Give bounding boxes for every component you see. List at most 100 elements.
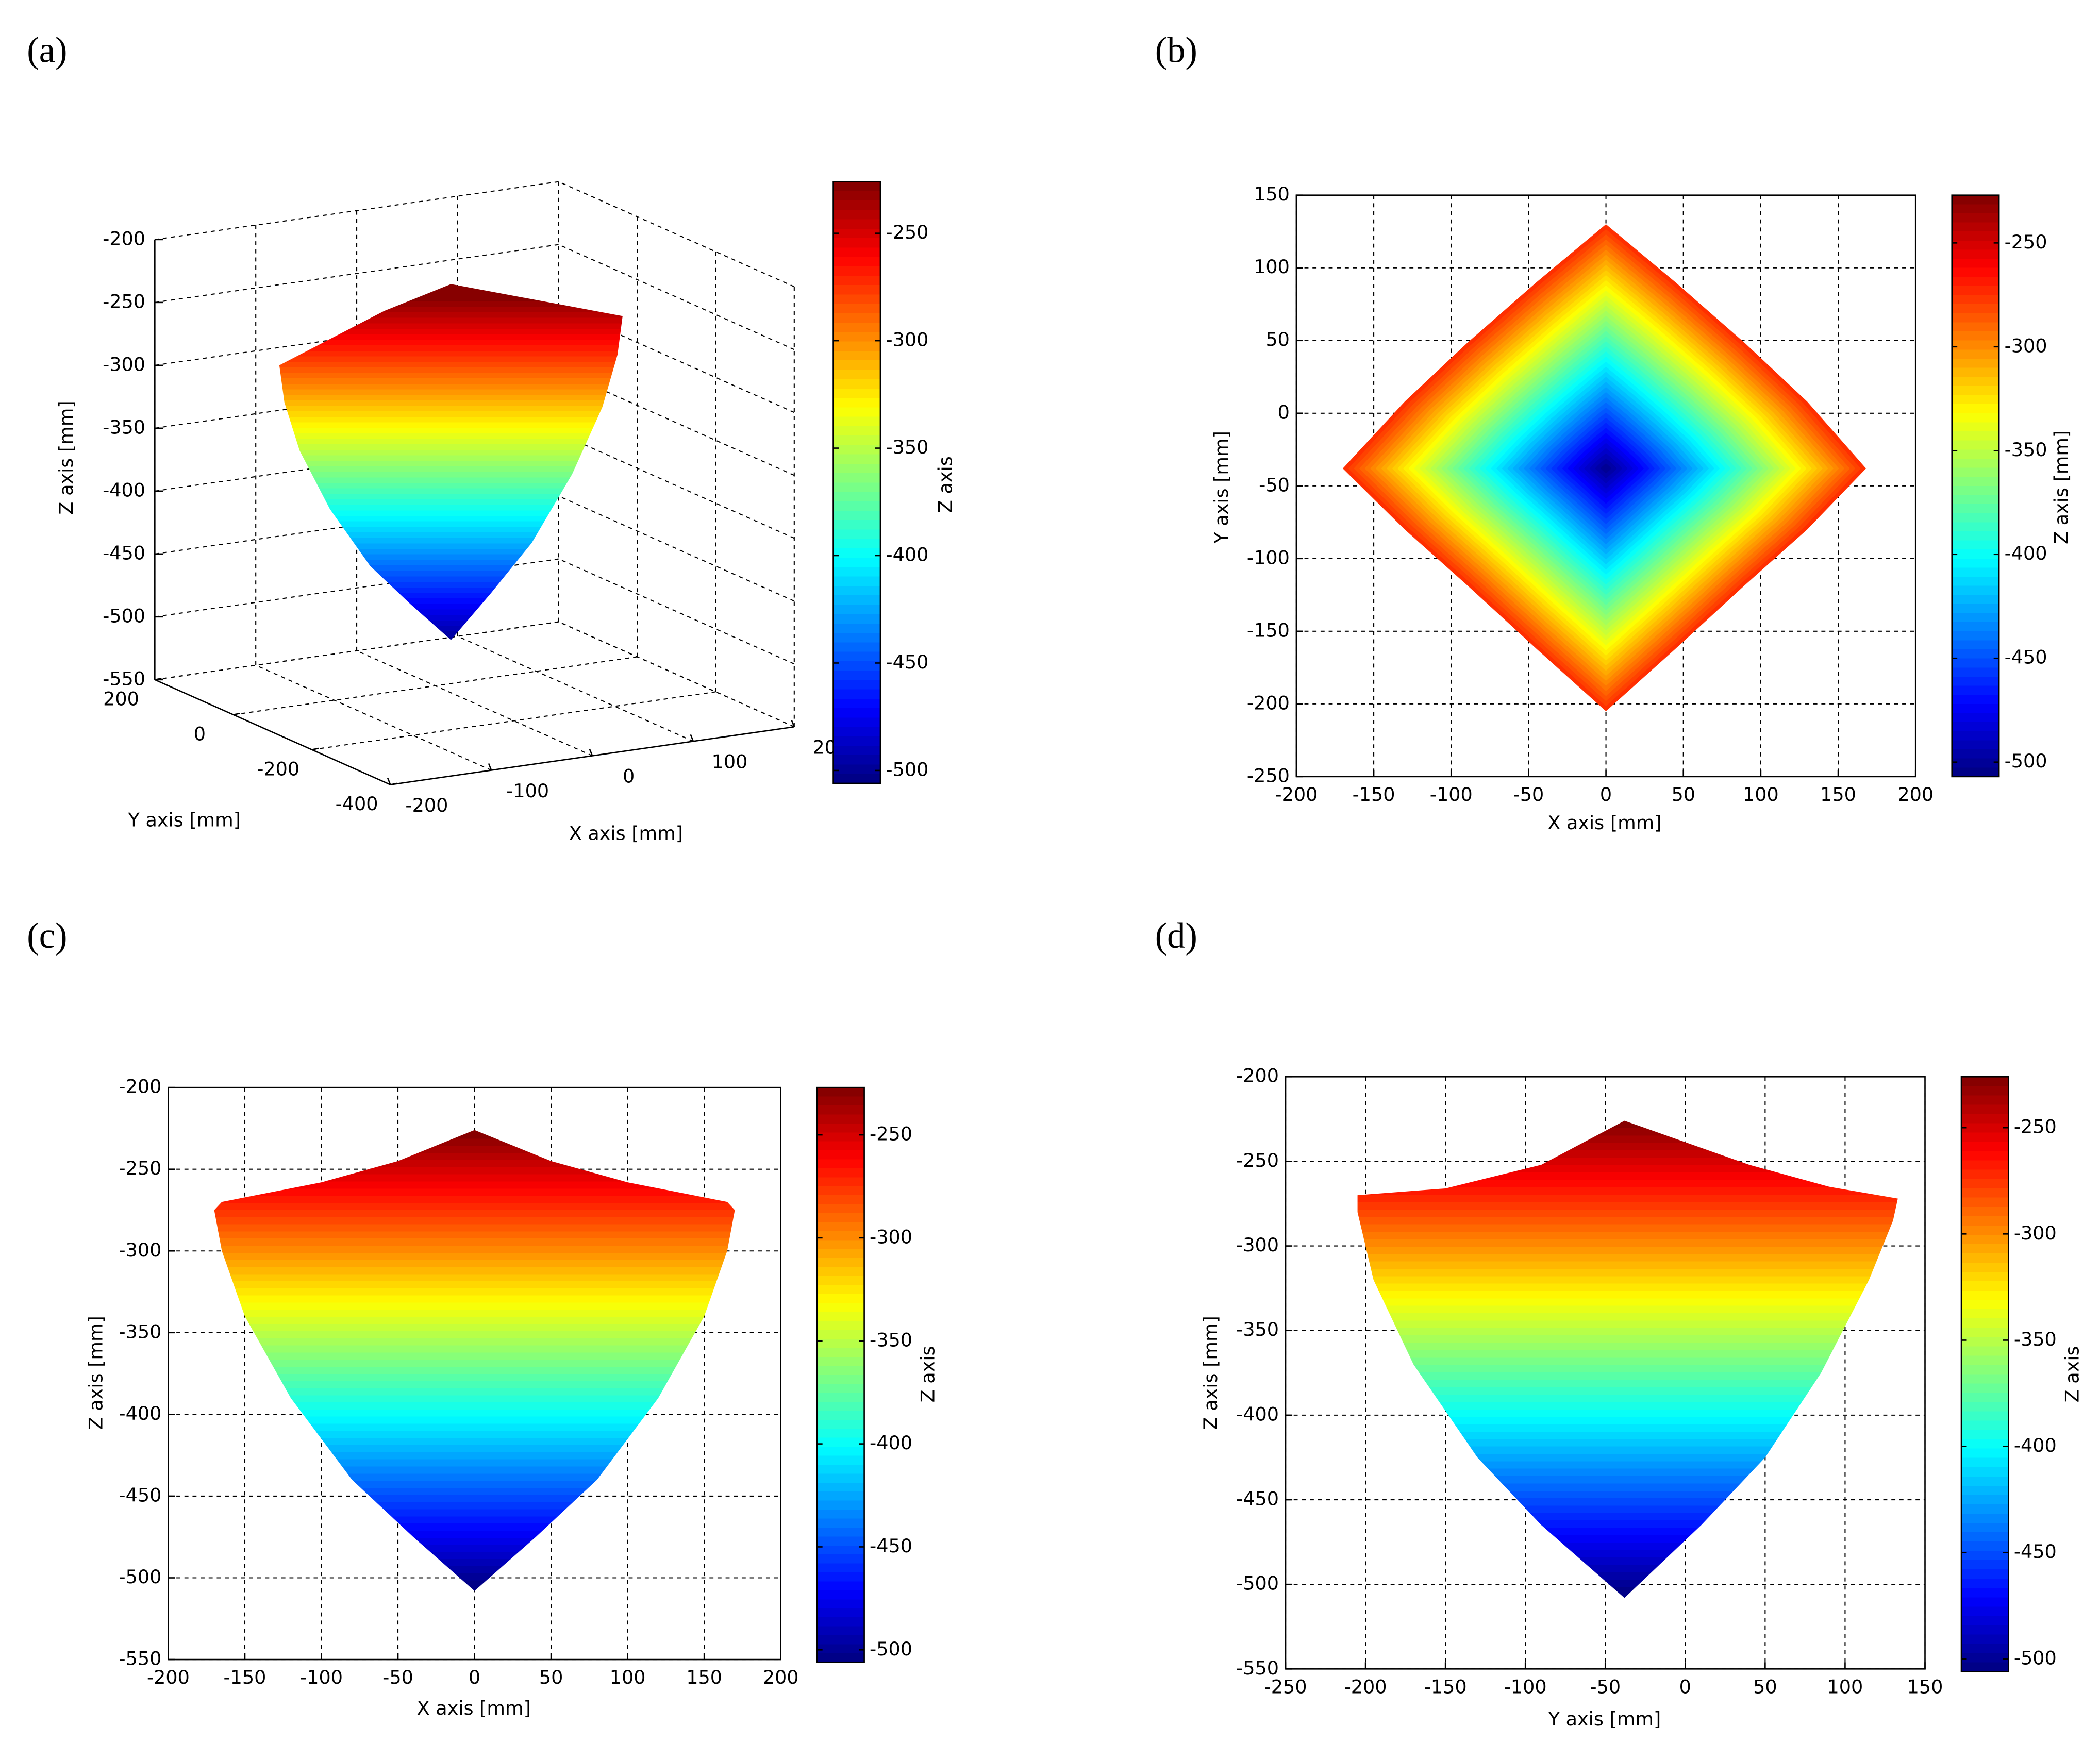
grid-line	[233, 656, 638, 715]
x-axis-label: Y axis [mm]	[1548, 1708, 1661, 1730]
x-tick-label: 100	[610, 1666, 646, 1688]
y-tick-label: -200	[1247, 692, 1290, 714]
colorbar-tick-label: -500	[870, 1638, 912, 1660]
colorbar-tick-label: -400	[2014, 1434, 2057, 1456]
x-tick-label: 0	[469, 1666, 480, 1688]
axes-frame	[1285, 1076, 1926, 1670]
colorbar	[1951, 194, 2000, 778]
surface	[279, 284, 623, 640]
y-tick-label: 0	[194, 723, 206, 745]
x-axis-label: X axis [mm]	[569, 823, 683, 845]
x-tick-label: 0	[623, 765, 635, 787]
grid-line	[558, 307, 795, 413]
colorbar	[816, 1086, 865, 1663]
x-tick-label: -200	[1344, 1675, 1387, 1698]
y-tick-label: 50	[1265, 328, 1290, 350]
colorbar-tick-label: -350	[886, 436, 928, 458]
x-tick-label: 100	[712, 751, 748, 773]
z-tick-label: -400	[103, 479, 145, 501]
x-tick-label: 0	[1679, 1675, 1691, 1698]
y-tick-label: 150	[1254, 183, 1290, 205]
colorbar-tick-label: -400	[886, 544, 928, 566]
x-tick-label: -200	[1275, 783, 1318, 806]
y-axis-label: Z axis [mm]	[1199, 1316, 1222, 1430]
y-tick-label: -250	[1236, 1149, 1279, 1171]
axes-frame	[1295, 194, 1916, 778]
colorbar-tick-label: -450	[2005, 646, 2047, 668]
y-tick-label: -50	[1259, 474, 1290, 496]
colorbar-label: Z axis	[934, 456, 956, 513]
x-tick-label: -150	[1424, 1675, 1467, 1698]
colorbar-tick-label: -450	[870, 1535, 912, 1557]
y-tick	[390, 782, 397, 785]
panel-label: (b)	[1155, 30, 1197, 71]
x-tick-label: -100	[506, 780, 549, 802]
y-tick-label: 0	[1278, 401, 1290, 423]
grid-line	[155, 181, 559, 240]
z-tick-label: -550	[103, 667, 145, 690]
x-tick	[488, 763, 492, 770]
colorbar-label: Z axis	[2061, 1346, 2083, 1402]
x-tick-label: -200	[405, 794, 448, 816]
axes-frame	[168, 1086, 781, 1661]
y-tick-label: -150	[1247, 619, 1290, 641]
y-tick-label: 200	[103, 688, 139, 710]
x-tick-label: -50	[382, 1666, 413, 1688]
panel-label: (d)	[1155, 916, 1197, 956]
y-tick-label: -550	[1236, 1657, 1279, 1679]
colorbar-tick-label: -500	[2014, 1647, 2057, 1669]
region	[214, 1130, 735, 1591]
x-tick	[387, 778, 391, 785]
y-tick-label: 100	[1254, 256, 1290, 278]
colorbar	[1960, 1076, 2009, 1672]
z-tick-label: -250	[103, 290, 145, 312]
x-tick-label: -150	[223, 1666, 266, 1688]
panel-label: (a)	[27, 30, 67, 71]
x-tick-label: 150	[686, 1666, 722, 1688]
z-tick-label: -350	[103, 416, 145, 438]
y-axis-label: Z axis [mm]	[85, 1316, 107, 1430]
colorbar-tick-label: -250	[870, 1123, 912, 1145]
x-tick-label: 50	[1753, 1675, 1777, 1698]
grid-line	[558, 244, 795, 350]
y-tick	[311, 747, 319, 750]
z-axis-label: Z axis [mm]	[55, 400, 77, 514]
colorbar	[832, 181, 881, 784]
y-axis	[154, 679, 391, 785]
colorbar-tick-label: -250	[2005, 231, 2047, 253]
x-tick	[690, 734, 694, 742]
z-tick-label: -500	[103, 605, 145, 627]
colorbar-tick-label: -450	[2014, 1540, 2057, 1563]
y-tick-label: -450	[119, 1484, 161, 1506]
y-tick-label: -250	[119, 1157, 161, 1179]
x-tick-label: -150	[1353, 783, 1395, 806]
grid-line	[558, 621, 795, 728]
colorbar-tick-label: -250	[2014, 1116, 2057, 1138]
y-axis-label: Y axis [mm]	[128, 809, 241, 831]
y-tick-label: -250	[1247, 764, 1290, 786]
contour-band	[1600, 463, 1612, 474]
x-tick-label: 200	[1897, 783, 1934, 806]
y-tick-label: -200	[1236, 1065, 1279, 1087]
grid-line	[558, 370, 795, 476]
x-axis-label: X axis [mm]	[1547, 812, 1661, 834]
y-tick-label: -500	[119, 1566, 161, 1588]
colorbar-label: Z axis	[916, 1346, 939, 1402]
colorbar-tick-label: -300	[2005, 334, 2047, 357]
z-tick-label: -450	[103, 542, 145, 564]
colorbar-tick-label: -400	[870, 1432, 912, 1454]
y-tick-label: -400	[119, 1402, 161, 1424]
x-tick-label: -100	[300, 1666, 343, 1688]
grid-line	[155, 621, 559, 680]
z-tick-label: -200	[103, 227, 145, 249]
z-tick-label: -300	[103, 353, 145, 375]
colorbar-tick-label: -500	[886, 758, 928, 780]
grid-line	[356, 650, 593, 757]
colorbar-tick-label: -300	[886, 329, 928, 351]
y-tick-label: -400	[336, 793, 378, 815]
x-tick-label: -50	[1590, 1675, 1621, 1698]
x-tick-label: -100	[1430, 783, 1473, 806]
colorbar-tick-label: -300	[2014, 1222, 2057, 1244]
